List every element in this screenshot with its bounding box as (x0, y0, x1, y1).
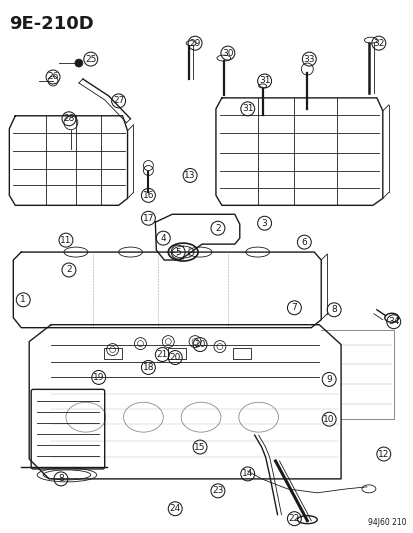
Text: 15: 15 (194, 442, 205, 451)
Text: 27: 27 (113, 96, 124, 106)
Text: 32: 32 (372, 39, 384, 47)
Text: 20: 20 (194, 340, 205, 349)
Text: 20: 20 (169, 353, 180, 362)
Text: 25: 25 (85, 54, 96, 63)
Text: 9E-210D: 9E-210D (9, 15, 94, 34)
Text: 12: 12 (377, 449, 389, 458)
Circle shape (75, 59, 83, 67)
Text: 18: 18 (142, 363, 154, 372)
Text: 2: 2 (66, 265, 71, 274)
Text: 26: 26 (47, 72, 59, 82)
Text: 29: 29 (189, 39, 200, 47)
Text: 11: 11 (60, 236, 71, 245)
Text: 31: 31 (258, 76, 270, 85)
Text: 9: 9 (325, 375, 331, 384)
Text: 2: 2 (215, 224, 220, 233)
Text: 3: 3 (261, 219, 267, 228)
Text: 22: 22 (288, 514, 299, 523)
Text: 7: 7 (291, 303, 297, 312)
Text: 14: 14 (242, 470, 253, 479)
Text: 31: 31 (241, 104, 253, 114)
Text: 1: 1 (20, 295, 26, 304)
Bar (232, 348, 250, 359)
Text: 19: 19 (93, 373, 104, 382)
Text: 30: 30 (221, 49, 233, 58)
Text: 33: 33 (303, 54, 314, 63)
Text: 10: 10 (323, 415, 334, 424)
Text: 23: 23 (212, 486, 223, 495)
Text: 17: 17 (142, 214, 154, 223)
Text: 94J60 210: 94J60 210 (367, 518, 406, 527)
Text: 34: 34 (387, 317, 399, 326)
Text: 24: 24 (169, 504, 180, 513)
Text: 21: 21 (156, 350, 168, 359)
Text: 16: 16 (142, 191, 154, 200)
Text: 4: 4 (160, 233, 166, 243)
Text: 8: 8 (58, 474, 64, 483)
Text: 8: 8 (330, 305, 336, 314)
Text: 5: 5 (175, 247, 180, 256)
Text: 6: 6 (301, 238, 306, 247)
Text: 13: 13 (184, 171, 195, 180)
Bar (168, 348, 186, 359)
Bar (103, 348, 121, 359)
Text: 28: 28 (63, 114, 74, 123)
